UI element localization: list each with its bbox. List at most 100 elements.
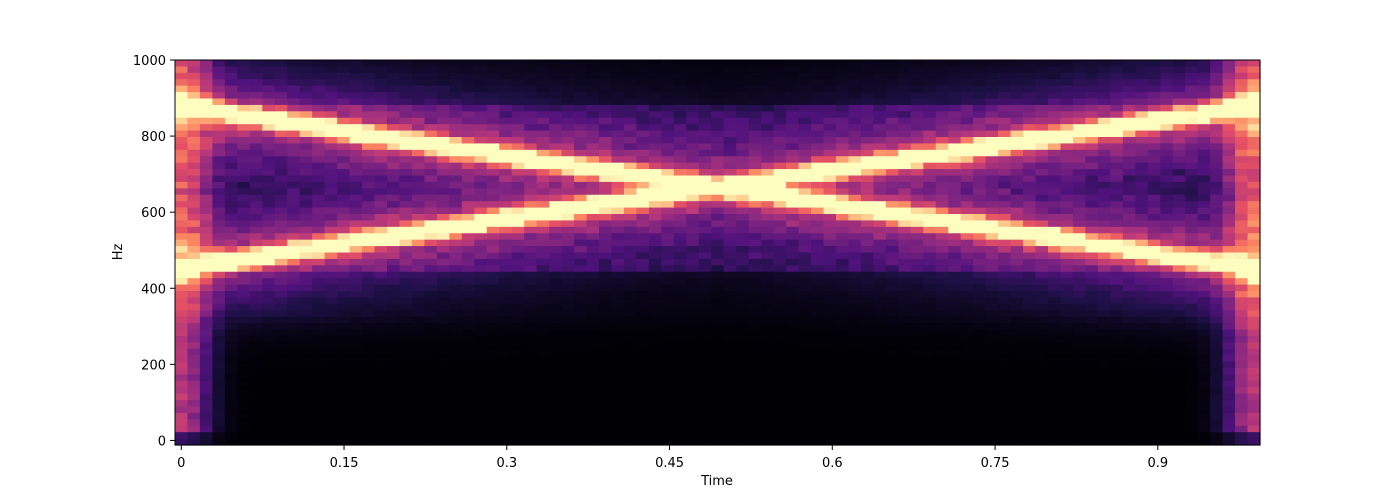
heatmap-cell: [935, 175, 949, 183]
heatmap-cell: [1072, 149, 1086, 157]
heatmap-cell: [424, 92, 438, 100]
heatmap-cell: [1072, 393, 1086, 401]
heatmap-cell: [1135, 239, 1149, 247]
heatmap-cell: [536, 246, 550, 254]
heatmap-cell: [1197, 194, 1211, 202]
heatmap-cell: [1110, 348, 1124, 356]
heatmap-cell: [711, 380, 725, 388]
heatmap-cell: [1085, 220, 1099, 228]
heatmap-cell: [1072, 214, 1086, 222]
heatmap-cell: [599, 175, 613, 183]
heatmap-cell: [561, 342, 575, 350]
heatmap-cell: [636, 310, 650, 318]
heatmap-cell: [1122, 329, 1136, 337]
heatmap-cell: [623, 137, 638, 145]
heatmap-cell: [1010, 310, 1024, 318]
heatmap-cell: [349, 233, 363, 241]
heatmap-cell: [299, 117, 313, 125]
heatmap-cell: [224, 226, 238, 234]
heatmap-cell: [199, 130, 214, 138]
heatmap-cell: [698, 149, 712, 157]
heatmap-cell: [536, 239, 550, 247]
heatmap-cell: [599, 130, 613, 138]
heatmap-cell: [224, 130, 238, 138]
heatmap-cell: [860, 291, 874, 299]
heatmap-cell: [811, 60, 825, 68]
heatmap-cell: [1185, 278, 1199, 286]
heatmap-cell: [723, 310, 737, 318]
heatmap-cell: [723, 291, 737, 299]
heatmap-cell: [648, 201, 662, 209]
heatmap-cell: [1035, 220, 1049, 228]
heatmap-cell: [811, 258, 825, 266]
heatmap-cell: [923, 252, 937, 260]
heatmap-cell: [237, 207, 251, 215]
heatmap-cell: [586, 329, 600, 337]
heatmap-cell: [349, 201, 363, 209]
heatmap-cell: [623, 169, 638, 177]
heatmap-cell: [511, 258, 525, 266]
heatmap-cell: [761, 297, 775, 305]
heatmap-cell: [673, 117, 687, 125]
heatmap-cell: [536, 143, 550, 151]
heatmap-cell: [449, 85, 463, 93]
heatmap-cell: [686, 323, 700, 331]
heatmap-cell: [287, 278, 301, 286]
heatmap-cell: [661, 400, 675, 408]
heatmap-cell: [910, 284, 924, 292]
heatmap-cell: [424, 291, 438, 299]
heatmap-cell: [985, 348, 999, 356]
heatmap-cell: [623, 335, 638, 343]
heatmap-cell: [349, 310, 363, 318]
heatmap-cell: [549, 130, 563, 138]
heatmap-cell: [786, 194, 800, 202]
heatmap-cell: [287, 85, 301, 93]
heatmap-cell: [599, 233, 613, 241]
heatmap-cell: [1122, 438, 1136, 446]
heatmap-cell: [549, 425, 563, 433]
heatmap-cell: [561, 124, 575, 132]
heatmap-cell: [898, 284, 912, 292]
heatmap-cell: [798, 265, 812, 273]
heatmap-cell: [736, 104, 750, 112]
heatmap-cell: [536, 374, 550, 382]
heatmap-cell: [698, 284, 712, 292]
heatmap-cell: [773, 233, 787, 241]
heatmap-cell: [798, 60, 812, 68]
heatmap-cell: [1035, 258, 1049, 266]
heatmap-cell: [586, 425, 600, 433]
heatmap-cell: [1210, 92, 1224, 100]
heatmap-cell: [910, 425, 924, 433]
heatmap-cell: [1135, 169, 1149, 177]
heatmap-cell: [923, 303, 937, 311]
heatmap-cell: [985, 226, 999, 234]
heatmap-cell: [860, 72, 874, 80]
heatmap-cell: [898, 432, 912, 440]
heatmap-cell: [287, 162, 301, 170]
heatmap-cell: [873, 393, 887, 401]
heatmap-cell: [237, 72, 251, 80]
heatmap-cell: [1185, 412, 1199, 420]
heatmap-cell: [1060, 297, 1074, 305]
heatmap-cell: [199, 124, 214, 132]
heatmap-cell: [586, 291, 600, 299]
heatmap-cell: [187, 143, 201, 151]
heatmap-cell: [387, 278, 401, 286]
heatmap-cell: [299, 348, 313, 356]
heatmap-cell: [511, 387, 525, 395]
heatmap-cell: [973, 419, 987, 427]
heatmap-cell: [698, 98, 712, 106]
heatmap-cell: [1035, 291, 1049, 299]
heatmap-cell: [973, 188, 987, 196]
heatmap-cell: [923, 297, 937, 305]
heatmap-cell: [175, 380, 189, 388]
heatmap-cell: [998, 355, 1012, 363]
heatmap-cell: [985, 214, 999, 222]
heatmap-cell: [773, 400, 787, 408]
heatmap-cell: [499, 79, 513, 87]
heatmap-cell: [586, 342, 600, 350]
heatmap-cell: [224, 233, 238, 241]
heatmap-cell: [387, 310, 401, 318]
heatmap-cell: [249, 387, 263, 395]
heatmap-cell: [549, 271, 563, 279]
